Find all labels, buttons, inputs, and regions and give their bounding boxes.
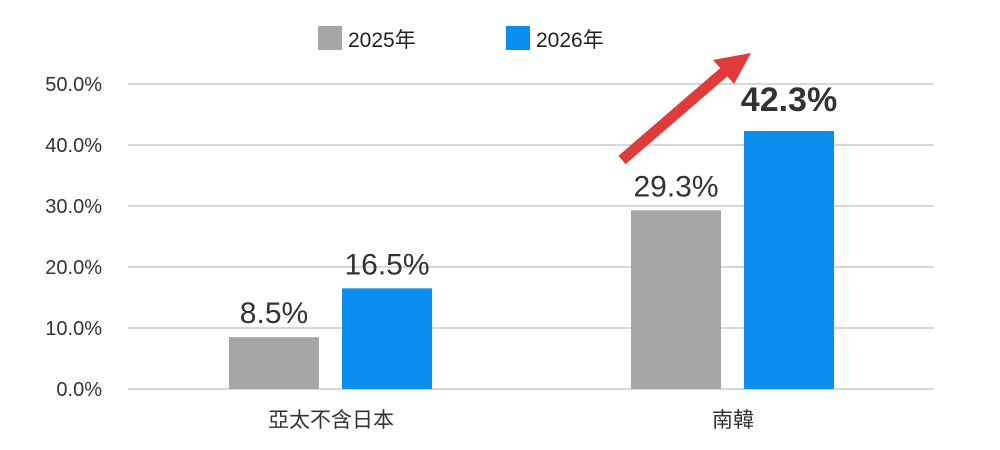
data-label: 29.3%	[633, 170, 718, 203]
arrow-shaft	[618, 67, 728, 165]
x-category-label: 南韓	[712, 409, 754, 432]
y-tick-label: 10.0%	[45, 318, 102, 340]
x-category-label: 亞太不含日本	[268, 409, 394, 432]
legend-swatch	[318, 26, 342, 50]
arrow-head	[713, 53, 751, 84]
data-label: 16.5%	[344, 248, 429, 281]
legend-label: 2026年	[536, 29, 604, 52]
y-tick-label: 0.0%	[56, 379, 102, 401]
y-tick-label: 30.0%	[45, 196, 102, 218]
data-label: 42.3%	[741, 81, 837, 119]
y-tick-label: 40.0%	[45, 135, 102, 157]
legend-swatch	[506, 26, 530, 50]
y-tick-label: 50.0%	[45, 74, 102, 96]
arrow-annotation	[618, 53, 751, 165]
bar	[744, 130, 834, 389]
data-label: 8.5%	[240, 297, 308, 330]
bar	[631, 210, 721, 389]
bar	[342, 288, 432, 389]
legend-label: 2025年	[348, 29, 416, 52]
bar	[229, 337, 319, 389]
y-tick-label: 20.0%	[45, 257, 102, 279]
